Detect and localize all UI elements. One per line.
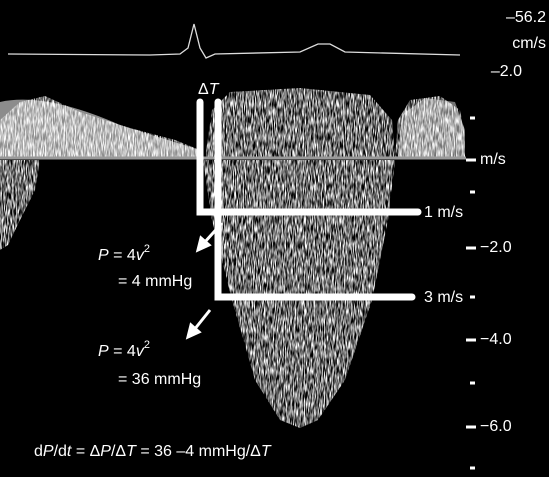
text-part: = 4 (109, 247, 136, 264)
formula: dP/dt = ΔP/ΔT = 36 –4 mmHg/ΔT (34, 443, 272, 460)
scale-ticks (466, 116, 476, 470)
text-part: /d (54, 443, 67, 460)
arrows (185, 221, 224, 340)
scale-label: −4.0 (480, 331, 512, 348)
text-part: T (126, 443, 137, 460)
equation-rhs: = 4 mmHg (118, 273, 192, 290)
text-part: t (67, 443, 72, 460)
equation-lhs: P = 4v2 (98, 339, 150, 360)
baseline-unit: m/s (480, 151, 506, 168)
text-part: /Δ (111, 443, 126, 460)
text-part: T (261, 443, 272, 460)
text-part: v (136, 247, 145, 264)
text-part: = 36 –4 mmHg/Δ (136, 443, 261, 460)
text-part: = Δ (71, 443, 100, 460)
doppler-bright (0, 99, 200, 158)
scale-top-min: –2.0 (491, 63, 522, 80)
text-part: P (98, 343, 109, 360)
text-part: v (136, 343, 145, 360)
text-part: 2 (144, 339, 150, 351)
doppler-bright (398, 98, 465, 158)
velocity-label: 3 m/s (424, 289, 463, 306)
velocity-label: 1 m/s (424, 204, 463, 221)
scale-top-unit: cm/s (512, 35, 546, 52)
scale-label: −2.0 (480, 239, 512, 256)
measurement-lines (196, 98, 422, 301)
text-part: P (98, 247, 109, 264)
scale-label: −6.0 (480, 418, 512, 435)
text-part: Δ (198, 81, 209, 98)
text-part: 2 (144, 243, 150, 255)
equation-lhs: P = 4v2 (98, 243, 150, 264)
delta-t-label: ΔT (198, 81, 220, 98)
text-part: d (34, 443, 43, 460)
equation-rhs: = 36 mmHg (118, 371, 201, 388)
scale-top-value: –56.2 (506, 9, 546, 26)
text-part: P (43, 443, 54, 460)
text-part: = 4 (109, 343, 136, 360)
text-part: T (209, 81, 220, 98)
text-part: P (100, 443, 111, 460)
ecg-trace (7, 23, 461, 59)
